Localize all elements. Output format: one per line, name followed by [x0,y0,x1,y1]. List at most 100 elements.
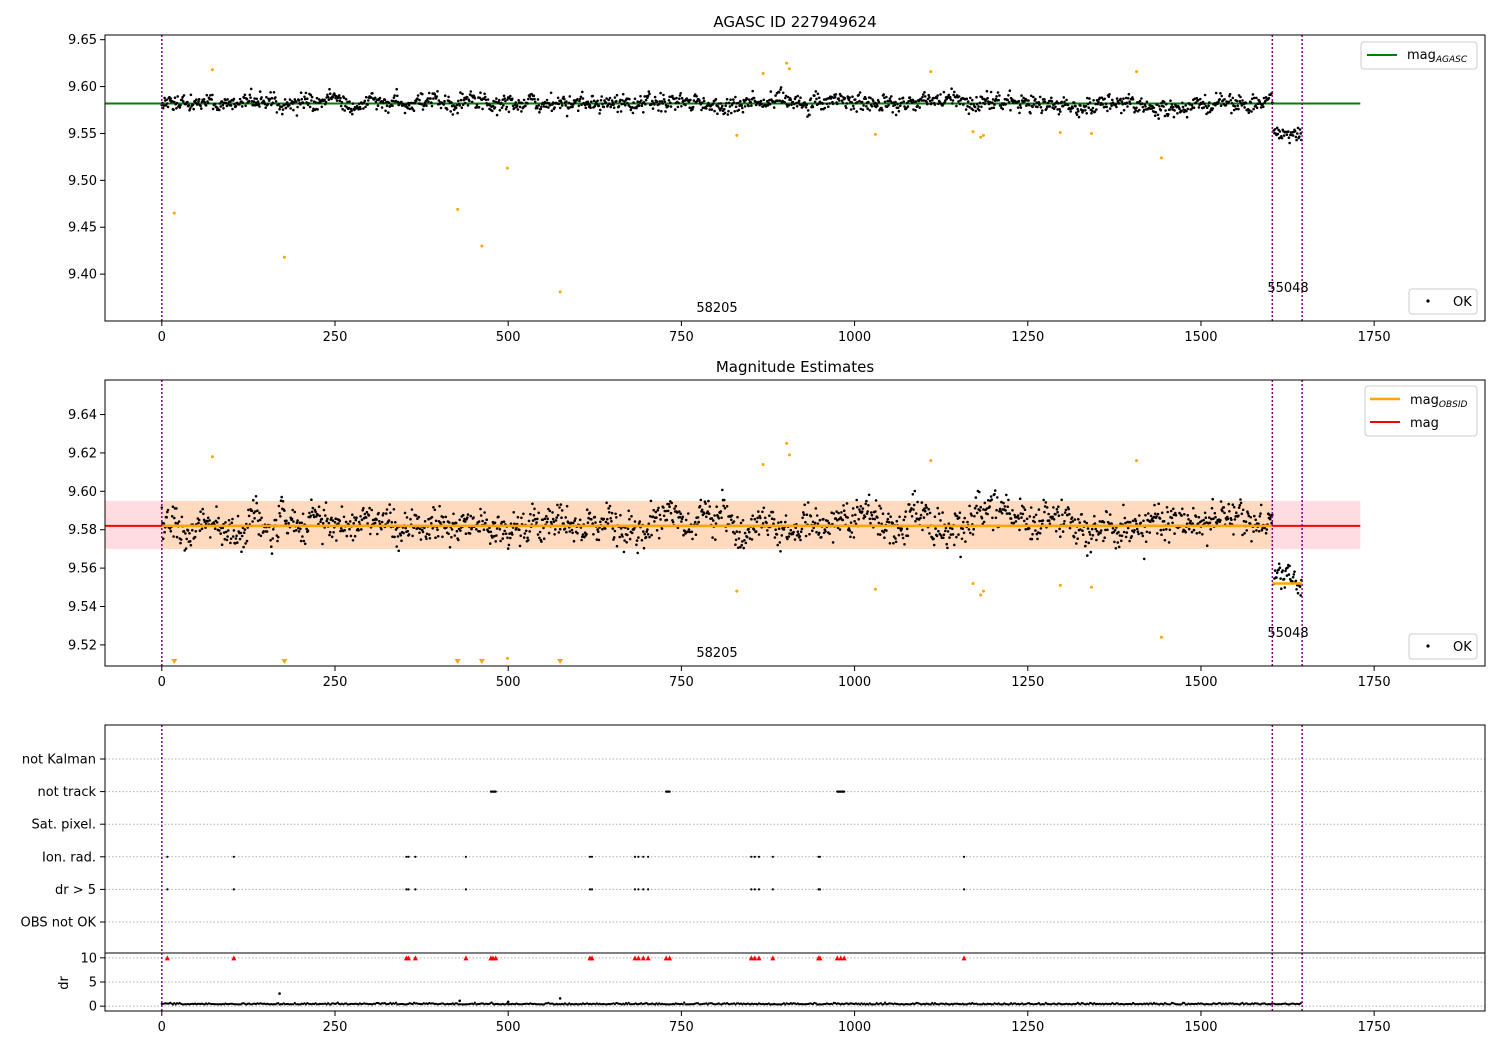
dr-spike-point [278,992,281,995]
ok-point [658,100,662,103]
ok-point [557,531,561,534]
ok-point [562,95,565,99]
ok-point [206,516,210,520]
ok-point [858,508,861,511]
ok-point [1265,528,1269,531]
ok-point [518,544,522,548]
ok-point [495,534,498,537]
ok-point [897,109,901,113]
ok-point [1204,104,1208,108]
ok-point [891,522,894,525]
ok-point [1069,521,1072,524]
ok-point [278,107,281,111]
ok-point [1142,519,1145,523]
ok-point [1270,521,1273,525]
ok-point [628,537,632,541]
ok-point [1231,503,1235,507]
ok-point [1116,99,1120,103]
ok-point [869,96,872,100]
ok-point [1057,101,1060,105]
ok-point [721,488,724,492]
dr-point [173,1002,176,1005]
ok-point [734,105,738,109]
ok-point [869,511,873,514]
not-ok-point [480,244,484,248]
ok-point [633,97,637,101]
dr-spike-point [458,999,461,1003]
ok-point [497,101,500,104]
ok-point [960,537,964,541]
ok-point [1047,519,1051,522]
ok-point [1192,528,1196,532]
ok-point [449,110,453,113]
ok-point [865,499,868,503]
ok-point [1171,108,1174,111]
ok-point [1293,570,1296,573]
ok-point [1131,98,1135,101]
ok-point [536,106,539,110]
ok-point [1094,102,1097,106]
ok-point [723,107,726,111]
ok-point [1168,108,1172,111]
ok-point [165,516,168,519]
ok-point [1120,539,1123,543]
ok-point [198,529,202,532]
ok-point [1007,498,1010,502]
ok-point [1063,100,1066,104]
dr-point [394,1001,398,1004]
ok-point [1070,516,1074,519]
ok-point [1018,103,1022,107]
ok-point [506,547,510,550]
ok-point [327,521,331,525]
flag-row-label: Ion. rad. [42,850,96,865]
ok-point [991,98,995,101]
ok-point [658,513,662,517]
ok-point [874,510,877,513]
ok-point [528,95,531,98]
ok-point [425,532,429,536]
ok-point [483,511,486,514]
ok-point [1276,132,1280,136]
ok-point [655,516,658,519]
ok-point [897,533,901,537]
flag-point [637,888,640,891]
ok-point [447,532,450,536]
ok-point [1257,530,1261,533]
ok-point [841,518,845,522]
ok-point [982,97,986,101]
ok-point [1256,102,1260,105]
ok-point [766,529,769,532]
ok-point [730,514,734,517]
ok-point [756,516,759,520]
ok-point [1160,101,1163,105]
ok-point [314,101,317,104]
ok-point [799,538,802,542]
ok-point [243,93,247,97]
ok-point [335,99,339,102]
ok-point [1202,518,1205,522]
ok-points [160,86,1303,145]
ok-point [815,97,818,101]
flag-point [750,855,753,858]
ok-point [174,521,177,525]
ok-point [1185,115,1189,119]
ok-point [556,503,559,507]
ok-point [339,529,342,533]
flag-point [668,790,671,793]
ok-point [549,91,553,95]
ok-point [1259,503,1263,507]
ok-point [813,521,817,525]
ok-point [373,521,377,525]
ok-point [1173,109,1176,112]
ok-point [748,537,752,540]
ok-point [908,503,911,506]
ok-point [1152,515,1156,519]
ok-point [595,538,599,541]
ok-point [1191,522,1194,525]
ok-point [349,534,353,538]
ok-point [452,512,455,516]
dr-point [1043,1003,1046,1006]
ok-point [233,542,237,545]
ok-point [911,98,915,102]
